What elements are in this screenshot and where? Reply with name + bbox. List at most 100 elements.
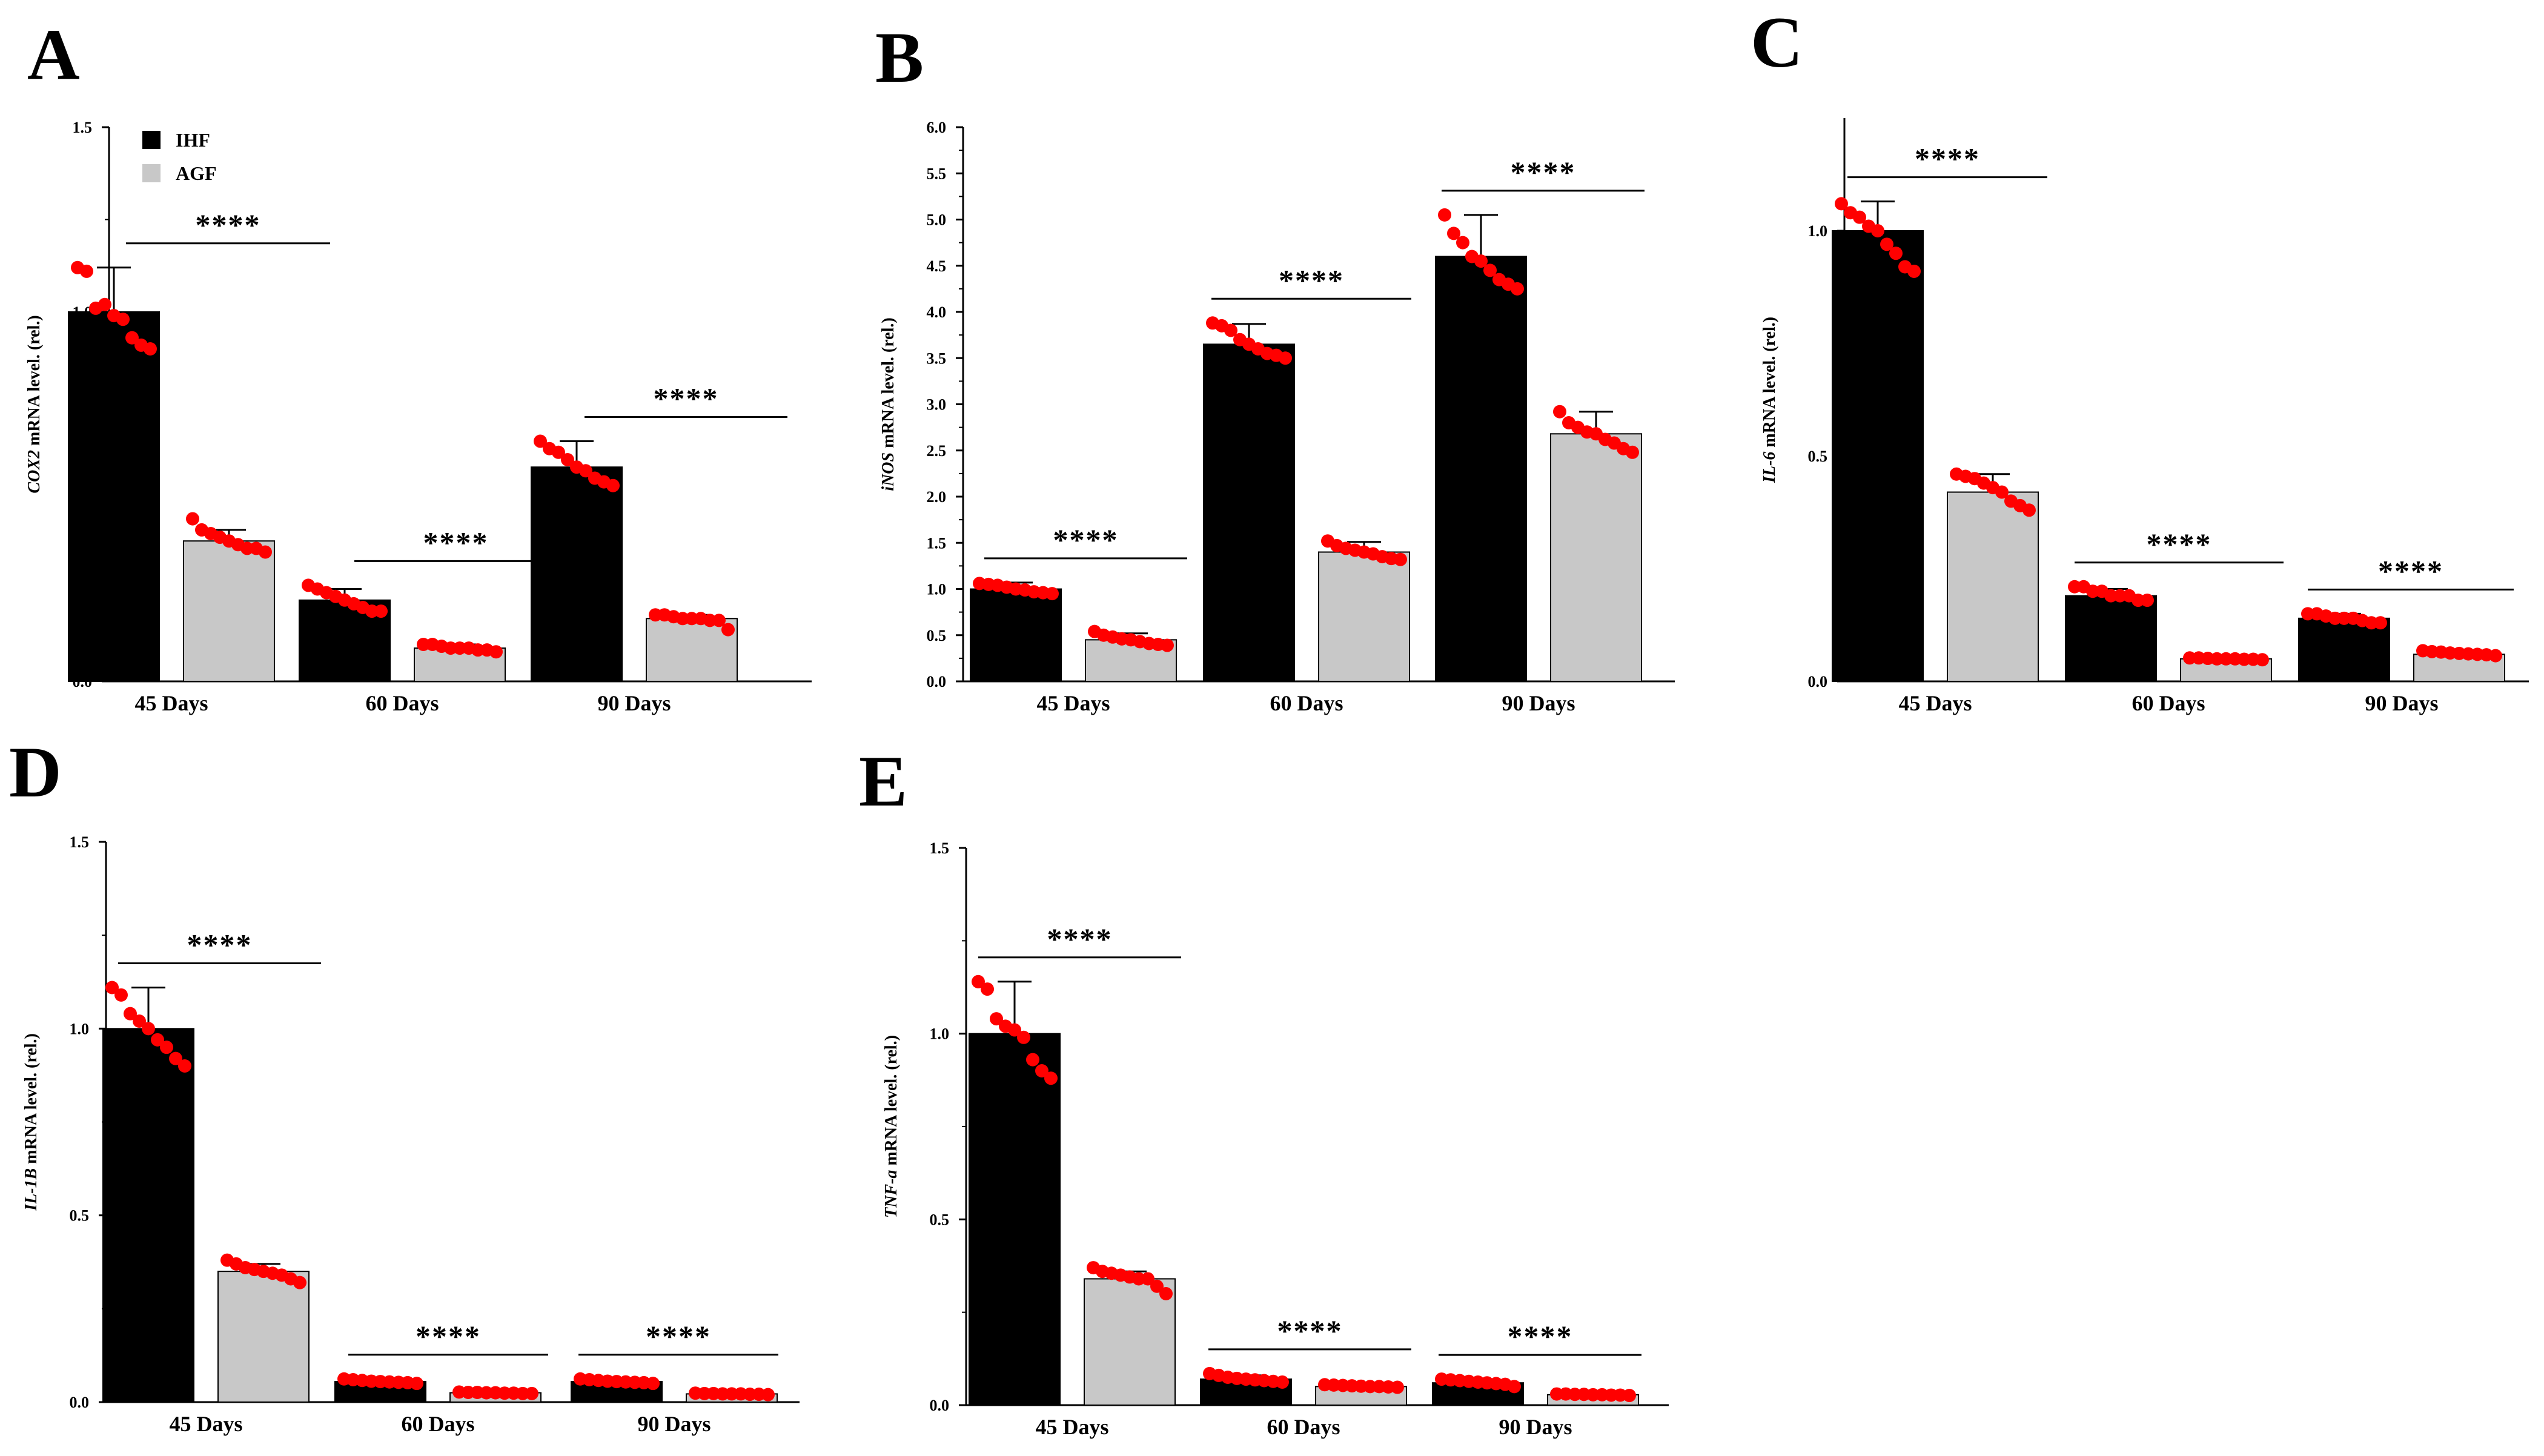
charts-layer: A 0.0 0.5 1.0 1.5 COX2 mRNA level. (rel.) 45 D… <box>9 2 2529 1439</box>
data-point <box>1880 237 1893 251</box>
y-tick-label: 1.0 <box>927 581 947 598</box>
bar-agf <box>217 1271 310 1403</box>
panel-letter: B <box>875 17 924 98</box>
data-point <box>1161 638 1174 652</box>
data-point <box>1035 1064 1048 1077</box>
panel-letter: E <box>859 741 907 821</box>
data-point <box>1224 323 1237 337</box>
y-tick-label: 2.0 <box>927 488 947 506</box>
y-tick-label: 0.5 <box>927 627 947 644</box>
data-point <box>1511 282 1524 296</box>
data-point <box>293 1276 306 1289</box>
data-point <box>142 1022 155 1036</box>
significance-stars: **** <box>196 208 261 242</box>
panel-letter: D <box>9 732 62 812</box>
y-axis-label-unit: mRNA level. (rel.) <box>22 1033 41 1168</box>
chart-panel-C: C 0.0 0.5 1.0 IL-6 mRNA level. (rel.) 45 Days… <box>1751 2 2529 715</box>
data-point <box>80 264 93 278</box>
bar-ihf <box>970 588 1062 682</box>
data-point <box>561 453 574 466</box>
data-point <box>1279 351 1292 365</box>
chart-panel-D: D 0.0 0.5 1.0 1.5 IL-1B mRNA level. (rel.) 45 … <box>9 732 800 1436</box>
x-tick-label: 60 Days <box>1267 1415 1340 1439</box>
y-axis-label: IL-1B mRNA level. (rel.) <box>22 1033 41 1211</box>
bar-agf <box>1318 551 1410 682</box>
data-point <box>721 623 735 637</box>
data-point <box>1008 1023 1021 1037</box>
data-point <box>98 297 111 311</box>
y-axis-label-unit: mRNA level. (rel.) <box>1760 317 1779 452</box>
data-point <box>1391 1380 1404 1394</box>
bar-ihf <box>531 466 623 682</box>
data-point <box>606 478 620 492</box>
data-point <box>2022 503 2036 517</box>
significance-stars: **** <box>1508 1319 1573 1353</box>
data-point <box>1623 1389 1636 1403</box>
significance-stars: **** <box>1047 922 1113 956</box>
data-point <box>2489 649 2502 663</box>
data-point <box>1871 224 1884 237</box>
data-point <box>525 1386 538 1400</box>
data-point <box>1150 1279 1164 1293</box>
data-point <box>552 445 565 459</box>
data-point <box>105 981 119 994</box>
data-point <box>1456 236 1469 250</box>
y-tick-label: 3.5 <box>927 349 947 367</box>
data-point <box>579 464 592 478</box>
x-tick-label: 90 Days <box>2365 691 2438 715</box>
bar-ihf <box>969 1033 1061 1406</box>
significance-stars: **** <box>1279 263 1344 297</box>
x-tick-label: 60 Days <box>2132 691 2205 715</box>
data-point <box>1995 485 2009 499</box>
y-tick-label: 5.0 <box>927 211 947 229</box>
chart-panel-E: E 0.0 0.5 1.0 1.5 TNF-a mRNA level. (rel.) 45 … <box>859 741 1669 1439</box>
legend-label-ihf: IHF <box>176 129 210 151</box>
significance-stars: **** <box>1511 155 1576 189</box>
significance-stars: **** <box>1053 523 1119 557</box>
y-tick-label: 0.5 <box>1808 448 1828 465</box>
data-point <box>2374 616 2387 630</box>
data-point <box>1045 587 1059 601</box>
significance-stars: **** <box>423 525 489 559</box>
data-point <box>124 1007 137 1021</box>
significance-stars: **** <box>654 382 719 415</box>
y-tick-label: 4.0 <box>927 303 947 321</box>
y-axis-label-unit: mRNA level. (rel.) <box>882 1035 901 1170</box>
y-tick-label: 1.0 <box>1808 222 1828 240</box>
significance-stars: **** <box>187 928 253 962</box>
x-tick-label: 90 Days <box>1502 691 1575 715</box>
data-point <box>151 1033 164 1047</box>
data-point <box>1483 263 1497 277</box>
y-axis-label: IL-6 mRNA level. (rel.) <box>1760 317 1779 483</box>
x-tick-label: 60 Days <box>401 1412 474 1436</box>
y-axis-label-unit: mRNA level. (rel.) <box>879 317 898 452</box>
data-point <box>534 434 547 448</box>
y-tick-label: 0.0 <box>930 1397 950 1414</box>
x-tick-label: 45 Days <box>134 691 208 715</box>
data-point <box>981 982 994 996</box>
panel-letter: C <box>1751 2 1803 82</box>
data-point <box>489 645 503 659</box>
x-tick-label: 90 Days <box>597 691 671 715</box>
y-tick-label: 6.0 <box>927 119 947 136</box>
chart-panel-B: B 0.0 0.5 1.0 1.5 2.0 2.5 3.0 3.5 4.0 4.5 5.0 5.5 6.0… <box>875 17 1675 715</box>
y-tick-label: 1.5 <box>70 833 90 851</box>
data-point <box>160 1041 173 1054</box>
y-axis-label: COX2 mRNA level. (rel.) <box>25 315 44 493</box>
data-point <box>133 1014 146 1028</box>
data-point <box>1508 1380 1521 1394</box>
y-tick-label: 1.5 <box>73 119 93 136</box>
data-point <box>1907 264 1921 278</box>
y-tick-label: 0.0 <box>1808 673 1828 690</box>
data-point <box>1447 227 1460 240</box>
bar-agf <box>1550 433 1642 682</box>
x-tick-label: 60 Days <box>365 691 439 715</box>
x-tick-label: 90 Days <box>1499 1415 1572 1439</box>
data-point <box>259 545 272 559</box>
significance-stars: **** <box>646 1319 711 1353</box>
y-axis-label-gene: COX2 <box>25 450 44 494</box>
bar-ihf <box>2065 595 2157 683</box>
data-point <box>178 1059 191 1073</box>
y-tick-label: 0.5 <box>70 1207 90 1225</box>
data-point <box>1553 405 1566 419</box>
